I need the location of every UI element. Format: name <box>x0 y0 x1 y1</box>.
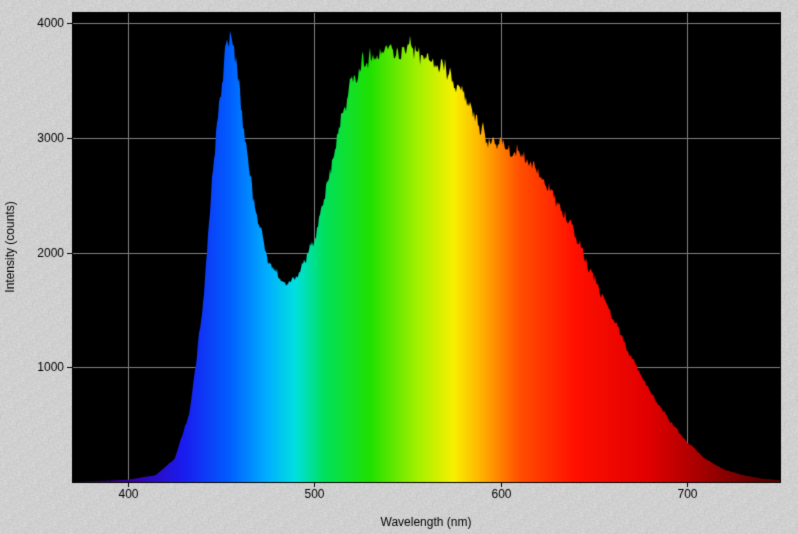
spectrum-canvas <box>0 0 798 534</box>
spectrum-chart <box>0 0 798 534</box>
